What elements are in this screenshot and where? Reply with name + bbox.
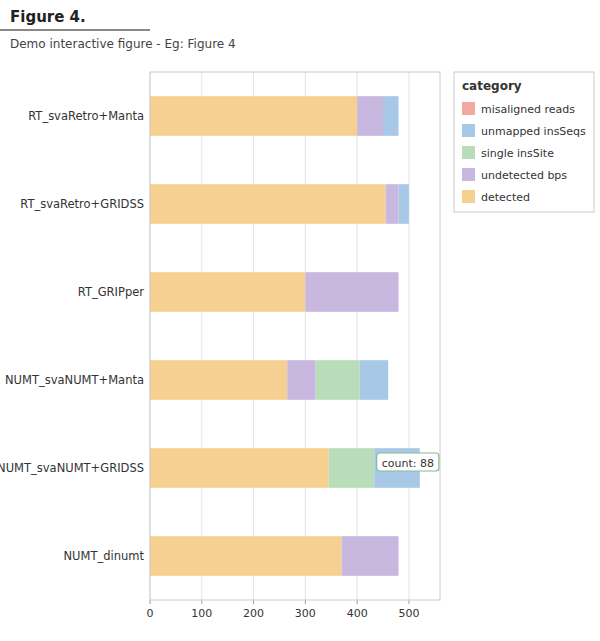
annotation-text: count: 88 bbox=[382, 457, 434, 470]
legend-swatch bbox=[462, 146, 475, 159]
bar-segment bbox=[305, 272, 398, 312]
bar-segment bbox=[398, 272, 399, 312]
bar-segment bbox=[342, 536, 399, 576]
legend-label: misaligned reads bbox=[481, 103, 575, 116]
chart-container: Figure 4. Demo interactive figure - Eg: F… bbox=[0, 0, 600, 641]
tick-mark bbox=[253, 600, 254, 604]
legend-label: detected bbox=[481, 191, 530, 204]
grid-line bbox=[201, 72, 202, 600]
bars bbox=[150, 96, 420, 576]
grid-line bbox=[305, 72, 306, 600]
bar-segment bbox=[357, 96, 383, 136]
subtitle: Demo interactive figure - Eg: Figure 4 bbox=[10, 37, 236, 51]
x-tick-label: 300 bbox=[295, 607, 316, 620]
y-tick-label: NUMT_dinumt bbox=[64, 549, 145, 563]
legend-swatch bbox=[462, 168, 475, 181]
x-tick-label: 200 bbox=[243, 607, 264, 620]
bar-segment bbox=[383, 96, 399, 136]
legend-label: single insSite bbox=[481, 147, 554, 160]
annotation: count: 88 bbox=[377, 453, 439, 471]
tick-mark bbox=[408, 600, 409, 604]
legend-label: undetected bps bbox=[481, 169, 567, 182]
legend-frame bbox=[454, 72, 594, 212]
bar-segment bbox=[398, 536, 399, 576]
bar-segment bbox=[408, 184, 409, 224]
legend: category misaligned reads unmapped insSeqs… bbox=[454, 72, 594, 212]
bar-segment bbox=[287, 360, 315, 400]
grid-line bbox=[253, 72, 254, 600]
bar-segment bbox=[398, 536, 399, 576]
bar-segment bbox=[398, 96, 399, 136]
annotation-box bbox=[377, 453, 439, 471]
legend-swatch bbox=[462, 124, 475, 137]
legend-title: category bbox=[462, 79, 522, 93]
chart: Figure 4. Demo interactive figure - Eg: F… bbox=[0, 0, 600, 641]
bar-segment bbox=[150, 360, 287, 400]
bar-segment bbox=[399, 184, 409, 224]
grid-line bbox=[408, 72, 409, 600]
x-tick-label: 100 bbox=[191, 607, 212, 620]
y-tick-label: RT_svaRetro+GRIDSS bbox=[20, 197, 144, 211]
title: Figure 4. bbox=[10, 8, 86, 26]
grid-line bbox=[357, 72, 358, 600]
title-rule bbox=[0, 29, 150, 31]
y-tick-label: RT_svaRetro+Manta bbox=[28, 109, 144, 123]
x-tick-label: 400 bbox=[347, 607, 368, 620]
tick-mark bbox=[150, 600, 151, 604]
y-tick-label: NUMT_svaNUMT+GRIDSS bbox=[0, 461, 144, 475]
bar-segment bbox=[329, 448, 375, 488]
bar-segment bbox=[398, 272, 399, 312]
bar-segment bbox=[150, 184, 386, 224]
bar-segment bbox=[398, 272, 399, 312]
legend-swatch bbox=[462, 190, 475, 203]
legend-swatch bbox=[462, 102, 475, 115]
bar-segment bbox=[398, 536, 399, 576]
tick-mark bbox=[357, 600, 358, 604]
tick-mark bbox=[201, 600, 202, 604]
bar-segment bbox=[388, 360, 389, 400]
tick-mark bbox=[305, 600, 306, 604]
y-tick-label: RT_GRIPper bbox=[78, 285, 145, 299]
bar-segment bbox=[150, 272, 305, 312]
x-tick-label: 0 bbox=[147, 607, 154, 620]
bar-segment bbox=[386, 184, 399, 224]
bar-segment bbox=[360, 360, 388, 400]
bar-segment bbox=[150, 448, 329, 488]
x-tick-label: 500 bbox=[398, 607, 419, 620]
grid bbox=[150, 72, 409, 600]
plot-frame bbox=[150, 72, 440, 600]
bar-segment bbox=[150, 536, 342, 576]
legend-label: unmapped insSeqs bbox=[481, 125, 586, 138]
bar-segment bbox=[150, 96, 357, 136]
y-tick-label: NUMT_svaNUMT+Manta bbox=[5, 373, 144, 387]
bar-segment bbox=[316, 360, 360, 400]
